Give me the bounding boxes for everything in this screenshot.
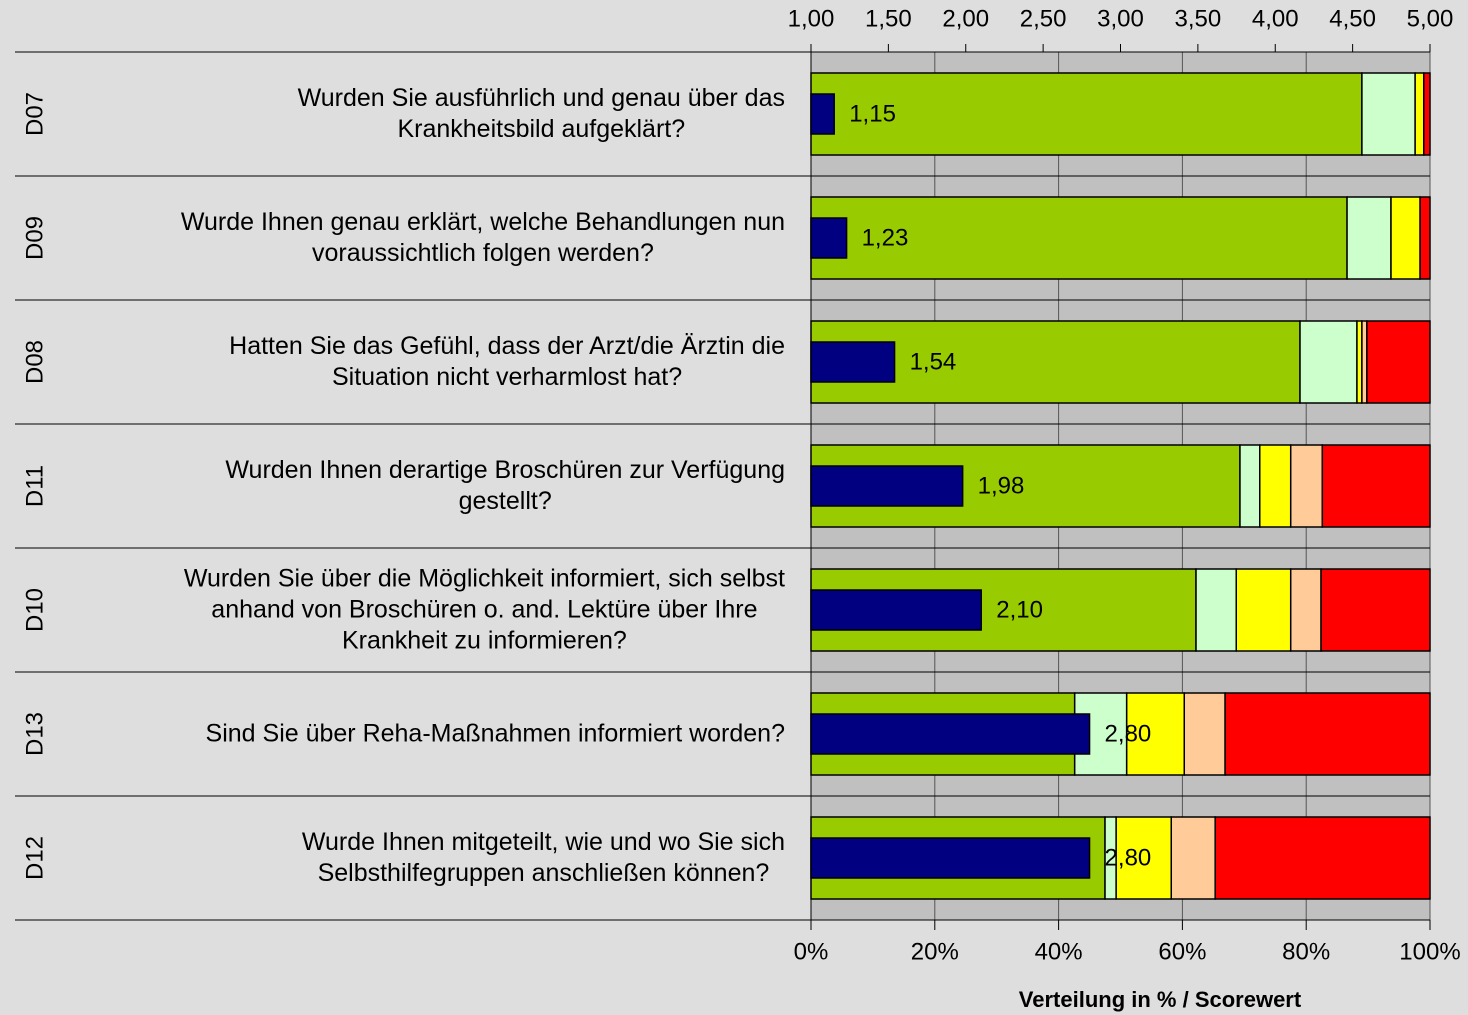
x-tick-label: 80% [1282,938,1330,965]
row-code: D09 [21,216,48,260]
top-tick-label: 1,50 [865,5,912,32]
bar-segment [1321,444,1431,528]
score-label: 2,80 [1105,844,1152,871]
score-label: 2,10 [996,596,1043,623]
x-axis-title: Verteilung in % / Scorewert [1019,987,1302,1012]
score-label: 1,23 [862,224,909,251]
score-label: 1,54 [910,348,957,375]
bar-segment [1224,692,1431,776]
bar-segment [1235,568,1292,652]
bar-segment [1183,692,1226,776]
bar-segment [1289,444,1324,528]
bar-segment [1320,568,1431,652]
score-bar [810,837,1091,879]
score-bar [810,713,1091,755]
question: Wurden Sie über die Möglichkeit informie… [183,564,785,655]
bar-segment [1299,320,1358,404]
bar-segment [1414,72,1425,156]
score-bar [810,465,964,507]
row-code: D12 [21,836,48,880]
top-tick-label: 1,00 [788,5,835,32]
bar-segment [1419,196,1431,280]
top-tick-label: 3,50 [1175,5,1222,32]
question: Hatten Sie das Gefühl, dass der Arzt/die… [229,332,785,391]
bar-segment [1214,816,1431,900]
score-bar [810,93,835,135]
question: Sind Sie über Reha-Maßnahmen informiert … [205,719,785,748]
bar-segment [810,196,1348,280]
bar-segment [1346,196,1392,280]
x-tick-label: 0% [794,938,829,965]
score-label: 2,80 [1105,720,1152,747]
question: Wurden Sie ausführlich und genau über da… [297,84,785,143]
row-code: D07 [21,92,48,136]
top-tick-label: 5,00 [1407,5,1454,32]
bar-segment [1390,196,1421,280]
row-code: D11 [21,465,48,507]
bar-segment [1125,692,1186,776]
bar-segment [1423,72,1431,156]
x-tick-label: 40% [1035,938,1083,965]
score-bar [810,589,982,631]
bar-segment [1195,568,1238,652]
top-tick-label: 2,50 [1020,5,1067,32]
x-tick-label: 60% [1158,938,1206,965]
bar-segment [1366,320,1431,404]
score-label: 1,15 [849,100,896,127]
top-tick-label: 4,00 [1252,5,1299,32]
question: Wurde Ihnen genau erklärt, welche Behand… [180,208,785,267]
score-bar [810,217,848,259]
bar-segment [1289,568,1322,652]
question: Wurde Ihnen mitgeteilt, wie und wo Sie s… [301,828,785,887]
question: Wurden Ihnen derartige Broschüren zur Ve… [225,456,785,515]
bar-segment [1239,444,1261,528]
bar-segment [1259,444,1292,528]
score-label: 1,98 [978,472,1025,499]
bar-segment [1170,816,1216,900]
row-code: D13 [21,712,48,756]
x-tick-label: 100% [1399,938,1460,965]
score-bar [810,341,896,383]
top-tick-label: 4,50 [1329,5,1376,32]
x-tick-label: 20% [911,938,959,965]
row-code: D08 [21,340,48,384]
top-tick-label: 2,00 [942,5,989,32]
top-tick-label: 3,00 [1097,5,1144,32]
bar-segment [1361,72,1416,156]
bar-segment [810,72,1363,156]
row-code: D10 [21,588,48,632]
